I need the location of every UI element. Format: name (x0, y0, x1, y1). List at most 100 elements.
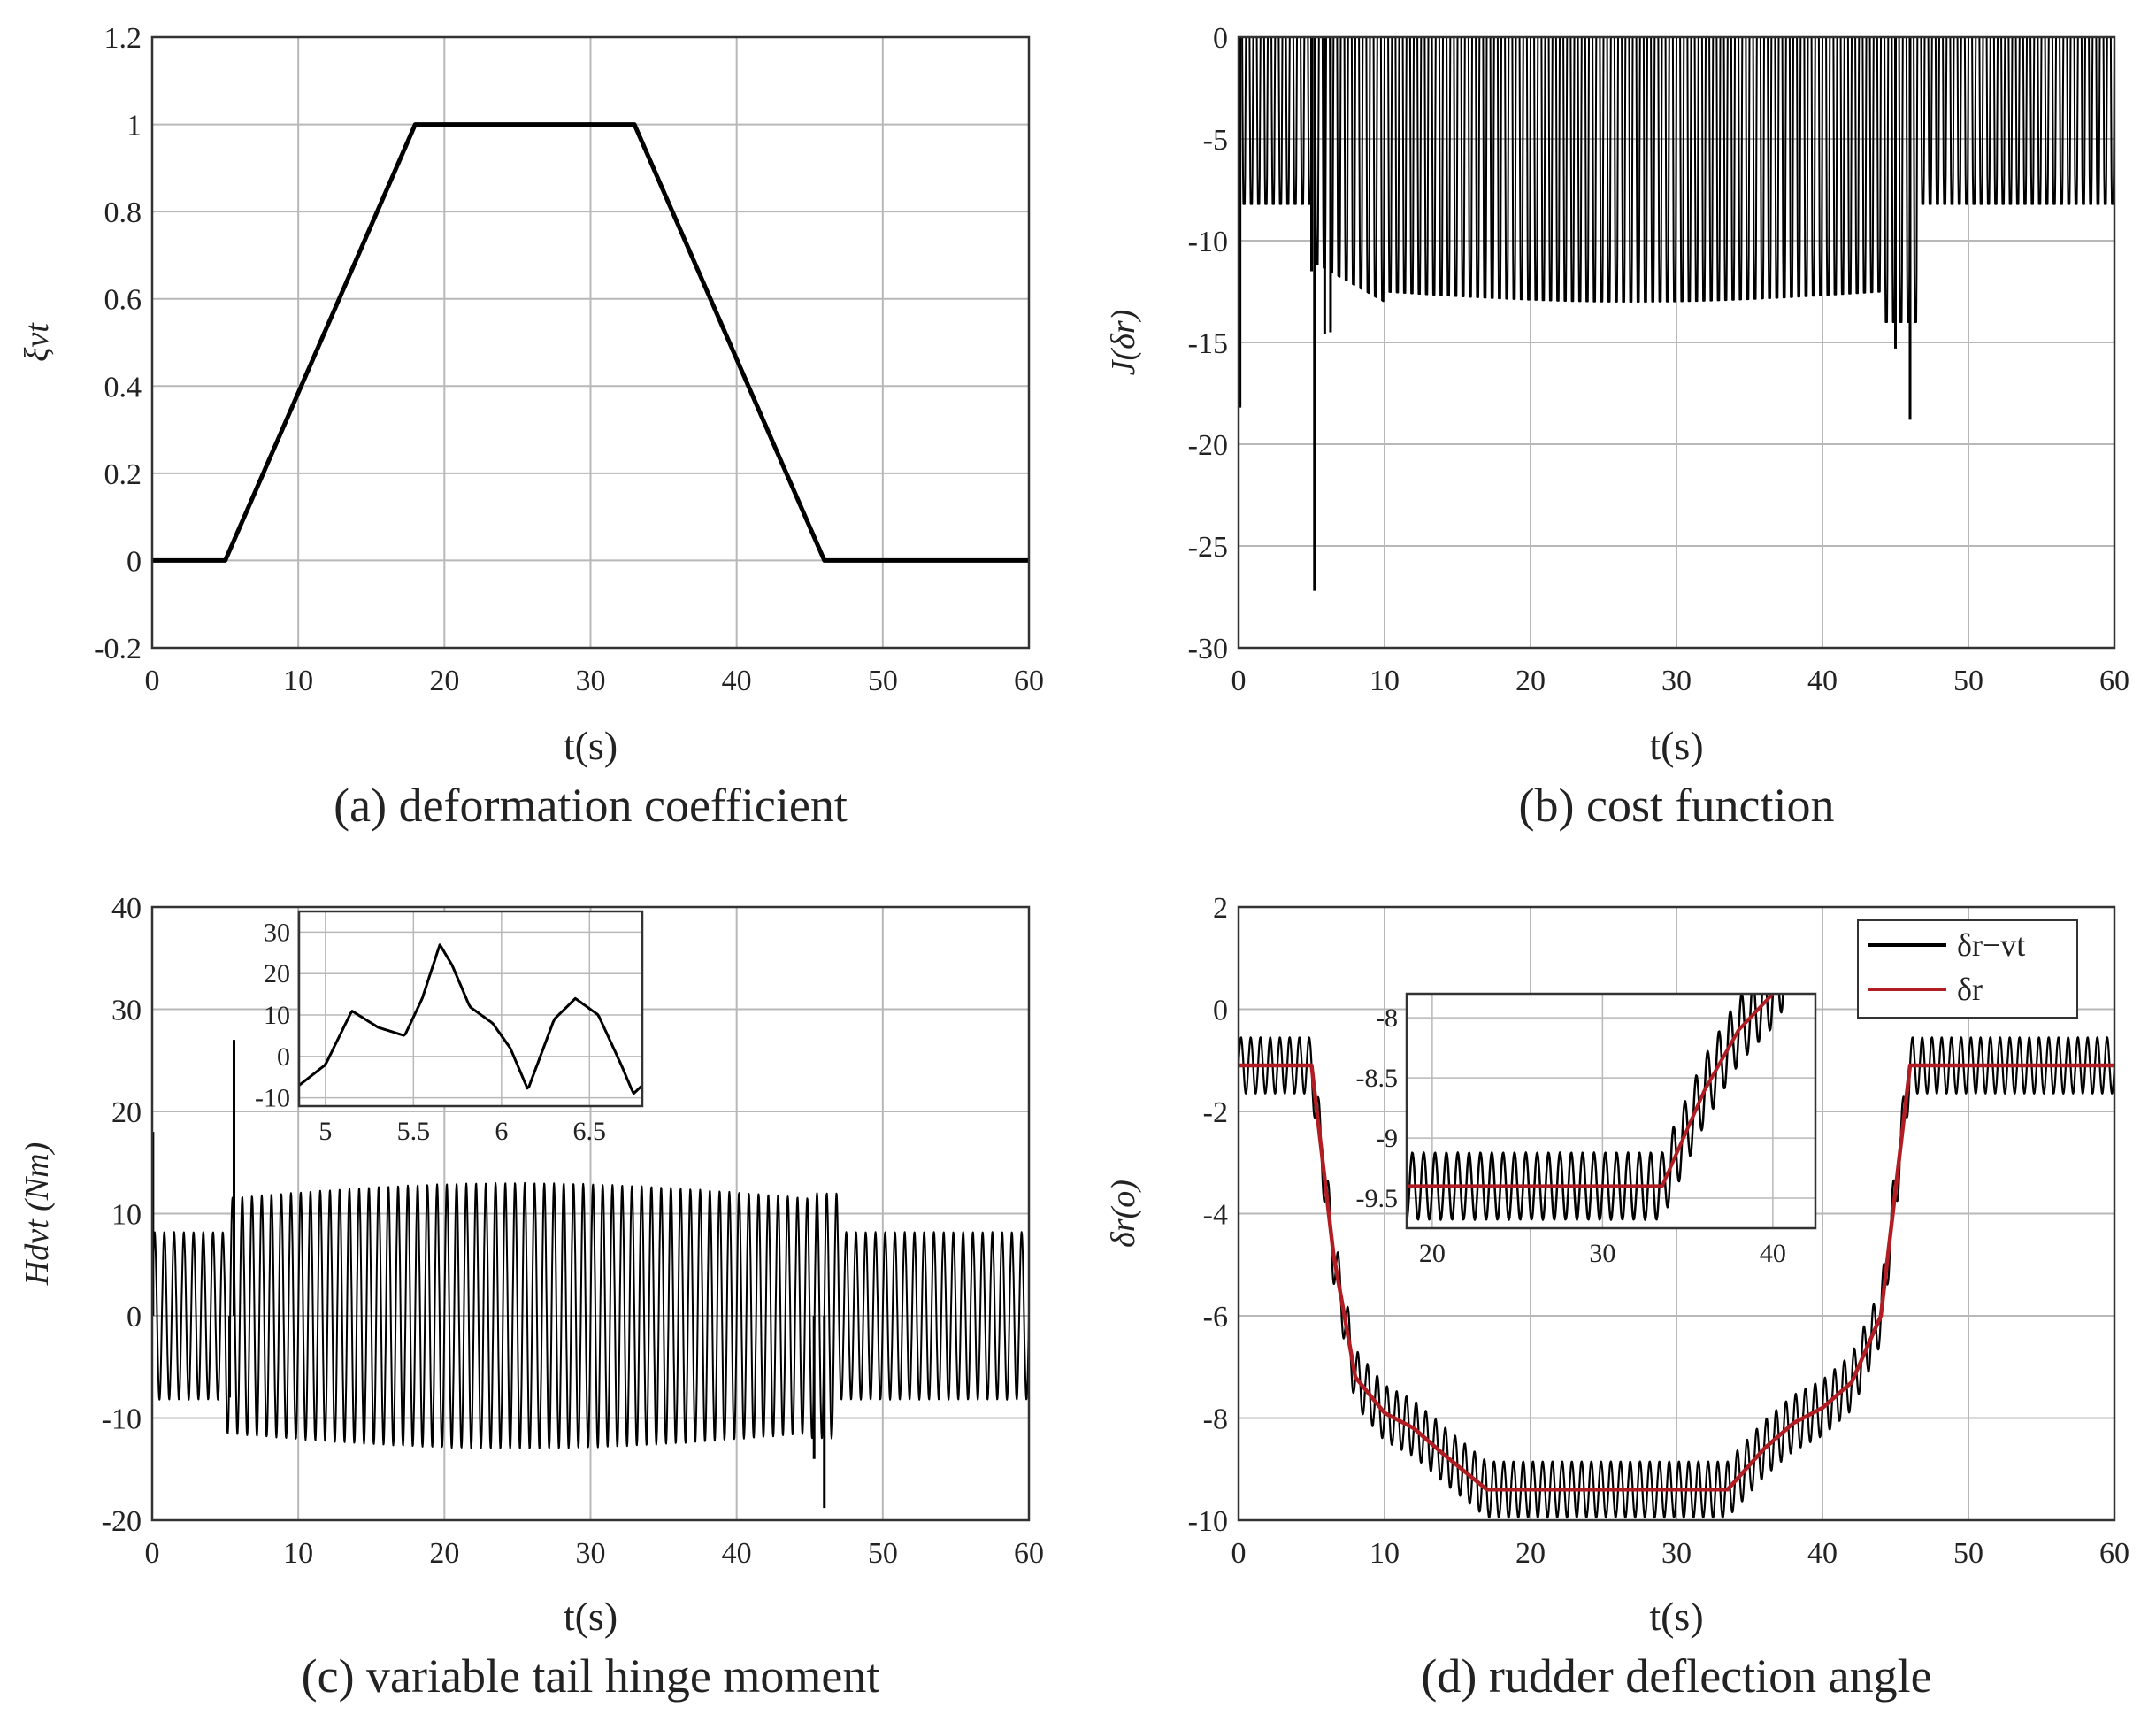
inset-y-tick-label: -8 (1376, 1003, 1398, 1033)
y-tick-label: -4 (1203, 1199, 1228, 1232)
series-line (152, 1181, 1029, 1450)
panel-c: 0 10 20 30 40 50 60 -20 -10 0 10 20 30 40 5 5.5 6 6.5 -10 0… (19, 892, 1044, 1703)
x-tick-label: 60 (2099, 665, 2129, 697)
y-tick-label: -20 (102, 1505, 142, 1538)
data-layer (152, 1040, 1029, 1509)
panel-d: 0 10 20 30 40 50 60 -10 -8 -6 -4 -2 0 2 20 30 40 -8 -8.5 -9… (1105, 892, 2129, 1703)
inset-y-tick-label: 20 (264, 959, 290, 988)
y-tick-label: -5 (1203, 124, 1228, 157)
plot-frame (150, 35, 1031, 650)
x-tick-label: 20 (429, 1537, 459, 1570)
x-tick-label: 60 (1014, 665, 1044, 697)
inset-series-black (1407, 994, 1784, 1221)
x-tick-label: 50 (1953, 665, 1983, 697)
inset-frame (297, 910, 644, 1108)
inset-y-tick-label: -8.5 (1356, 1064, 1399, 1093)
y-tick-label: -0.2 (94, 633, 142, 665)
inset-y-tick-label: -9 (1376, 1124, 1398, 1153)
x-tick-label: 0 (1231, 1537, 1247, 1570)
x-tick-label: 20 (1515, 665, 1546, 697)
panel-caption: (c) variable tail hinge moment (302, 1649, 880, 1703)
inset-series-red (1407, 994, 1776, 1188)
y-tick-label: 2 (1213, 892, 1228, 925)
panel-b: 0 10 20 30 40 50 60 -30 -25 -20 -15 -10 -5 0 t(s) J(δr)… (1105, 22, 2129, 832)
y-tick-label: 10 (111, 1199, 142, 1232)
y-tick-label: 0 (1213, 22, 1228, 55)
y-tick-label: -2 (1203, 1096, 1228, 1129)
legend-box (1857, 919, 2078, 1019)
x-tick-label: 0 (145, 665, 160, 697)
legend-label: δr (1957, 972, 1983, 1007)
inset-series-line (298, 943, 644, 1095)
x-tick-label: 30 (576, 1537, 606, 1570)
y-tick-label: 0 (127, 545, 142, 578)
x-tick-label: 30 (1661, 1537, 1692, 1570)
y-tick-label: 0 (127, 1301, 142, 1334)
y-tick-label: 20 (111, 1096, 142, 1129)
x-tick-label: 20 (429, 665, 459, 697)
inset: 20 30 40 -8 -8.5 -9 -9.5 (1356, 992, 1817, 1268)
panel-a: 0 10 20 30 40 50 60-0.200.20.40.60.811.2t(s)ξv… (19, 22, 1044, 832)
y-tick-label: 1.2 (104, 22, 142, 55)
x-tick-label: 30 (576, 665, 606, 697)
x-tick-label: 40 (1807, 1537, 1838, 1570)
x-axis-label: t(s) (1649, 1594, 1703, 1639)
x-tick-label: 10 (283, 1537, 313, 1570)
y-tick-label: -10 (1188, 1505, 1228, 1538)
legend: δr−vt δr (1857, 919, 2078, 1019)
x-tick-label: 50 (1953, 1537, 1983, 1570)
x-axis-label: t(s) (564, 723, 618, 768)
inset-x-tick-label: 6.5 (573, 1117, 607, 1146)
plot-frame (1237, 905, 2116, 1522)
inset-x-tick-label: 30 (1589, 1239, 1615, 1268)
panel-caption: (a) deformation coefficient (334, 779, 848, 832)
x-axis-label: t(s) (564, 1594, 618, 1639)
x-tick-label: 20 (1515, 1537, 1546, 1570)
x-tick-label: 40 (722, 1537, 752, 1570)
y-tick-label: 40 (111, 892, 142, 925)
x-axis-label: t(s) (1649, 723, 1703, 768)
y-tick-label: -30 (1188, 633, 1228, 665)
y-tick-label: -6 (1203, 1301, 1228, 1334)
y-tick-label: -25 (1188, 531, 1228, 564)
x-tick-label: 0 (1231, 665, 1247, 697)
x-tick-label: 0 (145, 1537, 160, 1570)
data-layer (1239, 1036, 2114, 1519)
y-tick-label: 0.6 (104, 284, 142, 317)
inset-x-tick-label: 20 (1419, 1239, 1446, 1268)
legend-label: δr−vt (1957, 927, 2025, 963)
inset-x-tick-label: 5 (318, 1117, 332, 1146)
x-tick-label: 50 (868, 1537, 898, 1570)
series-line-red (1239, 1063, 2114, 1492)
series-line (152, 122, 1029, 563)
inset-x-tick-label: 40 (1760, 1239, 1786, 1268)
x-tick-label: 60 (2099, 1537, 2129, 1570)
y-tick-label: 0 (1213, 995, 1228, 1027)
y-tick-label: 0.8 (104, 196, 142, 229)
x-tick-label: 10 (1370, 665, 1400, 697)
plot-frame (1237, 35, 2116, 650)
y-tick-label: -10 (102, 1403, 142, 1436)
x-tick-label: 50 (868, 665, 898, 697)
plot-frame (150, 905, 1031, 1522)
inset-y-tick-label: 10 (264, 1001, 290, 1030)
inset-y-tick-label: -9.5 (1356, 1184, 1399, 1213)
x-tick-label: 40 (1807, 665, 1838, 697)
y-tick-label: 1 (127, 110, 142, 142)
y-tick-label: -10 (1188, 226, 1228, 258)
x-tick-label: 40 (722, 665, 752, 697)
y-axis-label: δr(o) (1105, 1180, 1142, 1248)
inset-background (1407, 994, 1815, 1228)
y-tick-label: 30 (111, 995, 142, 1027)
y-axis-label: ξvt (19, 322, 56, 362)
inset-frame (1405, 992, 1817, 1230)
inset-y-tick-label: 0 (277, 1042, 290, 1072)
x-tick-label: 10 (283, 665, 313, 697)
y-axis-label: Hdvt (Nm) (19, 1142, 56, 1286)
y-tick-label: -20 (1188, 429, 1228, 462)
y-tick-label: -8 (1203, 1403, 1228, 1436)
y-tick-label: 0.4 (104, 371, 142, 404)
data-layer (1239, 37, 2114, 591)
inset-data (1407, 994, 1784, 1221)
